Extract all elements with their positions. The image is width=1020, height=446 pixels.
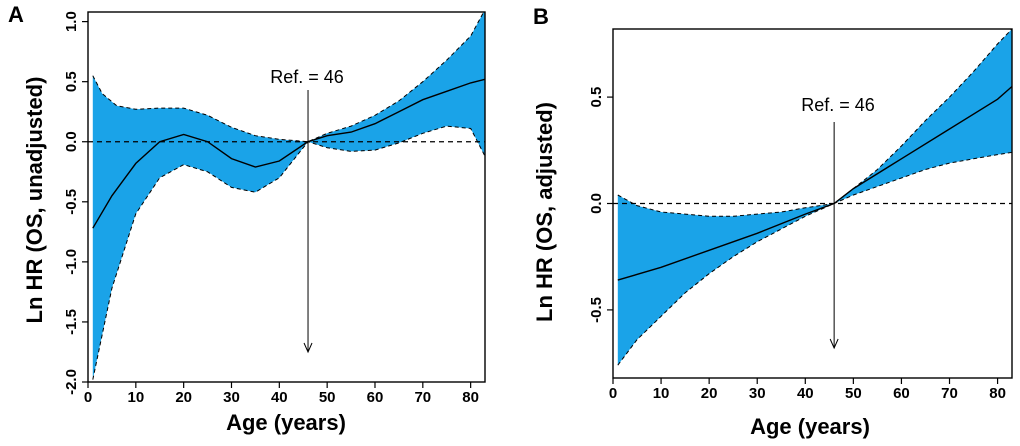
panel-a-xtick-label: 40	[271, 389, 288, 406]
panel-a-xtick-label: 20	[175, 389, 192, 406]
panel-b: B Ref. = 46 0 10 20 30 40 50 60 70 80 -0.5 0.0 0.5 A…	[532, 4, 1013, 439]
panel-a-frame	[87, 11, 486, 383]
panel-b-xtick-label: 30	[749, 385, 766, 402]
panel-b-xtick-label: 10	[653, 385, 670, 402]
panel-b-xtick-label: 60	[893, 385, 910, 402]
panel-b-xtick-label: 20	[701, 385, 718, 402]
panel-b-plot-area	[613, 29, 1012, 366]
panel-a-xtick-label: 80	[462, 389, 479, 406]
panel-b-ytick-label: 0.0	[588, 193, 605, 214]
panel-a-letter: A	[8, 2, 24, 27]
panel-b-ytick-label: 0.5	[588, 87, 605, 108]
panel-b-lower-ci-line	[617, 151, 1012, 366]
panel-a-ref-arrowhead	[303, 342, 313, 354]
panel-a-ytick-label: -2.0	[63, 369, 80, 395]
panel-b-ylabel: Ln HR (OS, adjusted)	[532, 102, 557, 322]
panel-b-xtick-label: 70	[941, 385, 958, 402]
panel-b-xtick-label: 40	[797, 385, 814, 402]
panel-a-xtick-label: 30	[223, 389, 240, 406]
panel-b-xtick-label: 0	[609, 385, 617, 402]
panel-b-letter: B	[533, 4, 549, 29]
panel-b-xlabel: Age (years)	[750, 414, 870, 439]
panel-a-upper-ci-line	[92, 12, 485, 143]
panel-a-ytick-label: 1.0	[63, 11, 80, 32]
panel-a-ylabel: Ln HR (OS, unadjusted)	[22, 77, 47, 324]
panel-a-xtick-label: 10	[127, 389, 144, 406]
panel-a-xtick-label: 60	[367, 389, 384, 406]
panel-b-ytick-label: -0.5	[588, 297, 605, 323]
panel-b-upper-ci-line	[617, 29, 1012, 217]
panel-a-plot-area	[88, 12, 485, 380]
panel-a-ci-band	[92, 12, 485, 380]
panel-a-ytick-label: -0.5	[63, 189, 80, 215]
panel-a-xtick-label: 70	[414, 389, 431, 406]
panel-b-ref-arrowhead	[829, 338, 839, 350]
panel-a-ytick-label: -1.5	[63, 309, 80, 335]
panel-a-estimate-line	[92, 78, 485, 229]
panel-a-ytick-label: 0.5	[63, 71, 80, 92]
panel-b-ref-label: Ref. = 46	[801, 95, 875, 115]
panel-a-ref-label: Ref. = 46	[270, 67, 344, 87]
panel-b-xtick-label: 80	[989, 385, 1006, 402]
panel-a-xtick-label: 0	[84, 389, 92, 406]
panel-b-ci-band	[617, 29, 1012, 366]
panel-a-ytick-label: -1.0	[63, 249, 80, 275]
panel-b-xtick-label: 50	[845, 385, 862, 402]
panel-a-ytick-label: 0.0	[63, 131, 80, 152]
panel-a-xlabel: Age (years)	[226, 410, 346, 435]
panel-a: A Ref. = 46 0 10 20 30 40 50 60 70 80 -2.0 -1.5 -1.0…	[8, 2, 486, 435]
panel-a-xtick-label: 50	[319, 389, 336, 406]
